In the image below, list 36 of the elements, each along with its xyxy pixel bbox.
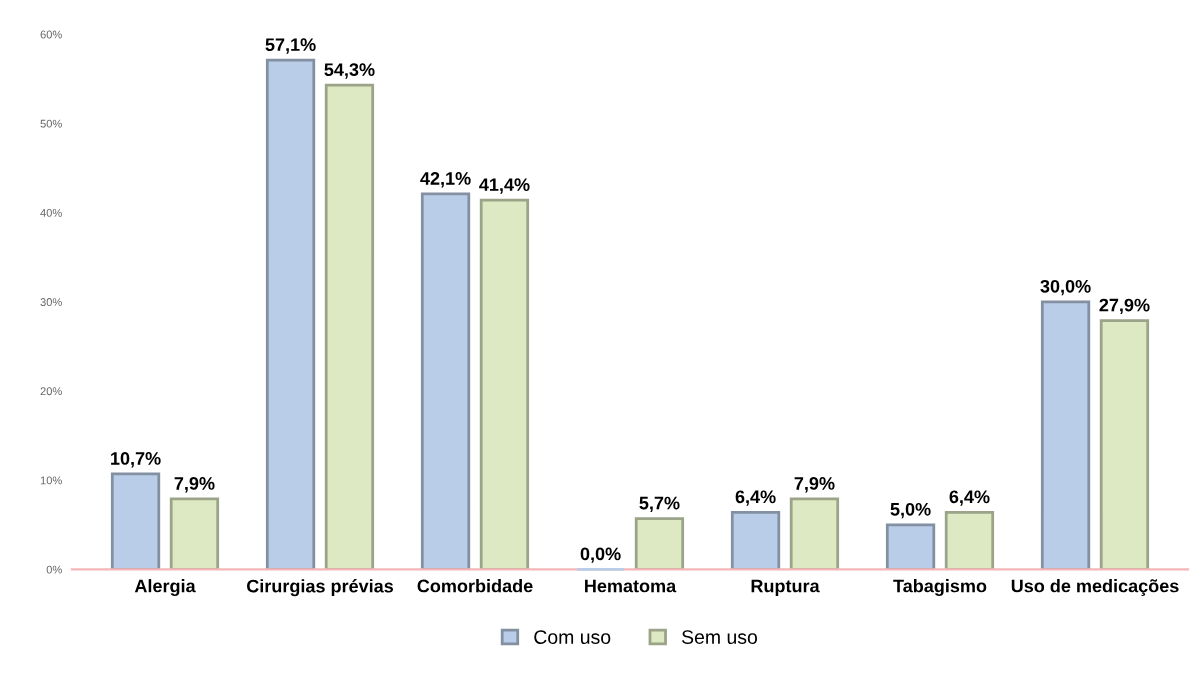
bar [110,472,161,570]
data-label: 27,9% [1099,298,1150,315]
data-label: 5,7% [639,496,680,513]
data-label: 0,0% [580,547,621,563]
legend-label: Sem uso [681,630,758,644]
x-tick-label: Hematoma [585,579,677,593]
bar [265,58,316,570]
x-tick-label: Cirurgias prévias [246,579,394,597]
data-label: 54,3% [324,63,375,79]
data-label: 7,9% [174,477,215,493]
bar [789,497,840,570]
bar [1099,319,1150,570]
bar [324,83,375,570]
data-label: 30,0% [1040,279,1091,296]
data-label: 6,4% [735,490,776,506]
bar [944,510,995,570]
bar [634,517,685,570]
x-tick-label: Ruptura [751,579,820,596]
data-label: 6,4% [949,490,990,506]
data-label: 57,1% [265,38,316,54]
bar [1040,300,1091,570]
x-tick-label: Comorbidade [417,579,533,593]
x-tick-label: Alergia [134,579,196,597]
data-label: 42,1% [420,172,471,188]
data-label: 7,9% [794,477,835,493]
data-label: 41,4% [479,178,530,194]
bar [730,510,781,570]
data-label: 10,7% [111,452,161,468]
x-tick-label: Uso de medicações [1011,579,1179,596]
data-label: 5,0% [890,502,931,519]
x-tick-label: Tabagismo [893,579,987,597]
bar [479,198,530,570]
bar [420,192,471,570]
bar [885,523,936,570]
bar [169,497,220,570]
legend-label: Com uso [534,630,611,644]
